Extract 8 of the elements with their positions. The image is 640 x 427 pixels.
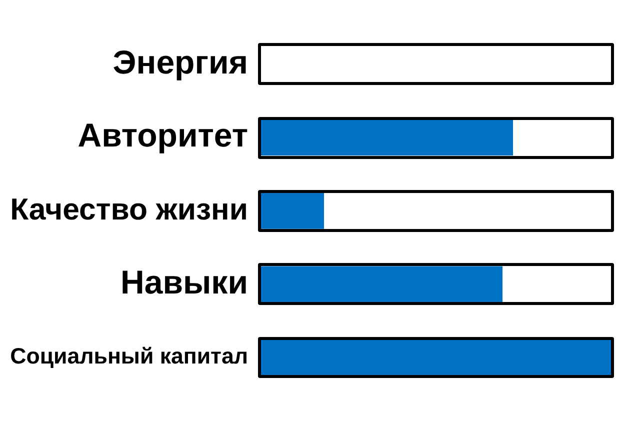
y-tick-label: Авторитет bbox=[78, 116, 248, 154]
y-tick-label: Навыки bbox=[120, 263, 248, 300]
y-tick-label: Социальный капитал bbox=[10, 344, 248, 369]
y-tick-label: Качество жизни bbox=[10, 193, 248, 226]
bar bbox=[261, 192, 324, 229]
bar bbox=[261, 120, 513, 156]
bar bbox=[261, 266, 502, 302]
y-tick-label: Энергия bbox=[112, 43, 248, 80]
